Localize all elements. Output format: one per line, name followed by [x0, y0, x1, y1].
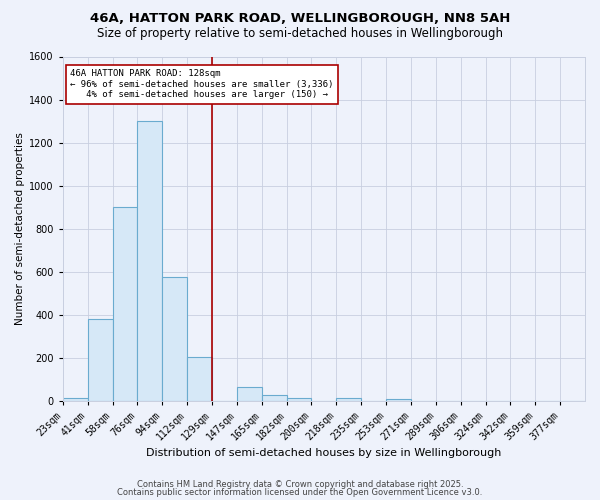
Bar: [237, 387, 262, 401]
Bar: [137, 121, 162, 401]
Text: Contains HM Land Registry data © Crown copyright and database right 2025.: Contains HM Land Registry data © Crown c…: [137, 480, 463, 489]
Bar: [162, 277, 187, 401]
Bar: [113, 207, 137, 401]
Text: Contains public sector information licensed under the Open Government Licence v3: Contains public sector information licen…: [118, 488, 482, 497]
Text: 46A, HATTON PARK ROAD, WELLINGBOROUGH, NN8 5AH: 46A, HATTON PARK ROAD, WELLINGBOROUGH, N…: [90, 12, 510, 26]
Y-axis label: Number of semi-detached properties: Number of semi-detached properties: [15, 132, 25, 325]
Text: Size of property relative to semi-detached houses in Wellingborough: Size of property relative to semi-detach…: [97, 28, 503, 40]
Bar: [386, 399, 411, 401]
Bar: [262, 395, 287, 401]
Bar: [187, 357, 212, 401]
Bar: [287, 398, 311, 401]
Bar: [63, 398, 88, 401]
Bar: [88, 319, 113, 401]
Text: 46A HATTON PARK ROAD: 128sqm
← 96% of semi-detached houses are smaller (3,336)
 : 46A HATTON PARK ROAD: 128sqm ← 96% of se…: [70, 70, 334, 99]
X-axis label: Distribution of semi-detached houses by size in Wellingborough: Distribution of semi-detached houses by …: [146, 448, 502, 458]
Bar: [337, 398, 361, 401]
